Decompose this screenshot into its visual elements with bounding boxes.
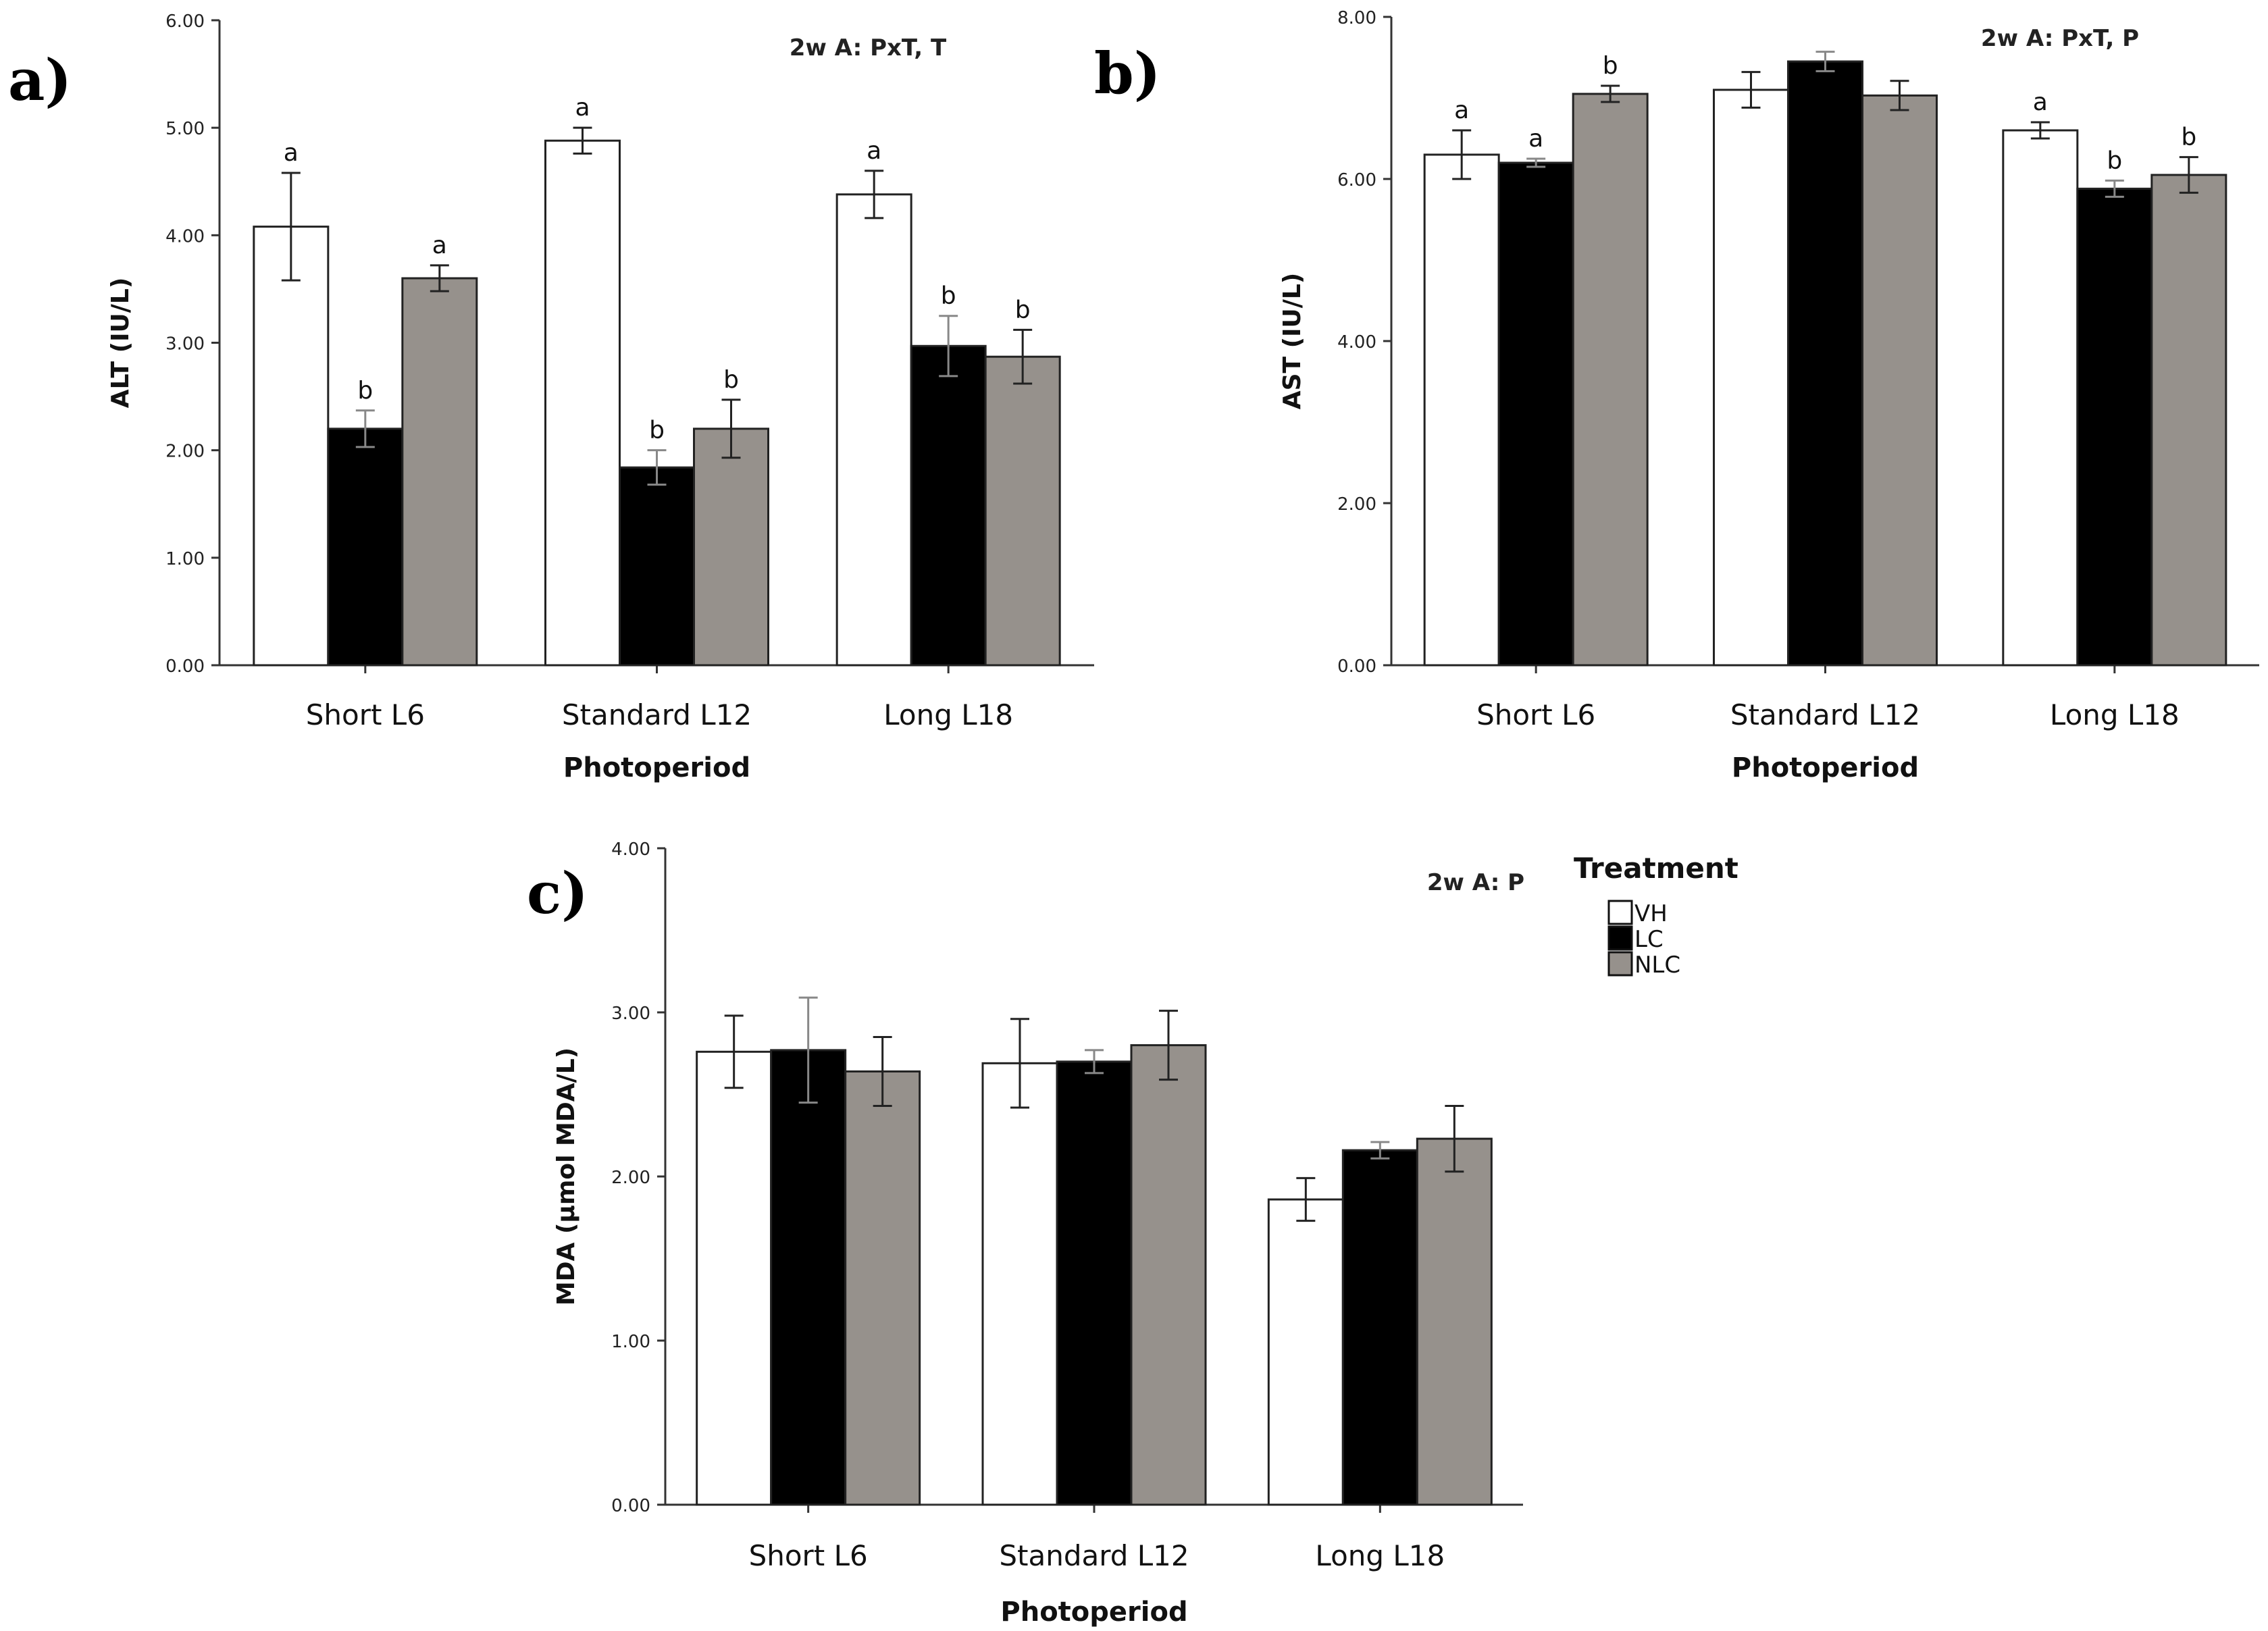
bar-nlc-standard-l12 xyxy=(693,428,769,667)
bar-vh-standard-l12 xyxy=(544,139,621,667)
y-tick-label: 2.00 xyxy=(165,442,205,462)
y-tick-label: 6.00 xyxy=(165,11,205,32)
sig-letter-nlc-standard-l12: b xyxy=(723,366,739,394)
y-tick-label: 5.00 xyxy=(165,119,205,139)
sig-letter-nlc-short-l6: a xyxy=(432,232,447,259)
sig-letter-vh-short-l6: a xyxy=(1454,97,1469,124)
sig-letter-nlc-long-l18: b xyxy=(2181,124,2196,151)
bar-vh-long-l18 xyxy=(2002,129,2079,667)
bar-lc-long-l18 xyxy=(910,344,987,667)
legend-swatch-lc xyxy=(1607,925,1633,951)
bar-lc-long-l18 xyxy=(1341,1149,1418,1506)
panel-label-c: c) xyxy=(527,860,588,927)
sig-letter-vh-short-l6: a xyxy=(284,139,299,167)
bar-nlc-short-l6 xyxy=(1572,93,1649,667)
sig-letter-vh-long-l18: a xyxy=(867,137,881,165)
sig-letter-nlc-short-l6: b xyxy=(1603,52,1618,80)
x-tick-label-short-l6: Short L6 xyxy=(306,698,425,731)
legend-label-nlc: NLC xyxy=(1634,952,1680,979)
bar-nlc-long-l18 xyxy=(2150,174,2227,667)
panel-label-b: b) xyxy=(1094,40,1160,107)
y-tick-label: 0.00 xyxy=(165,656,205,677)
y-tick-label: 0.00 xyxy=(611,1496,650,1516)
chart-ast: 0.00 2.00 4.00 6.00 8.00 AST (IU/L) Photoperio… xyxy=(1279,8,2259,783)
x-tick-label-standard-l12: Standard L12 xyxy=(999,1539,1189,1572)
sig-letter-lc-short-l6: a xyxy=(1528,125,1543,153)
bar-vh-long-l18 xyxy=(835,193,912,667)
bar-vh-standard-l12 xyxy=(1713,88,1789,667)
sig-letter-vh-long-l18: a xyxy=(2033,88,2048,116)
bar-lc-standard-l12 xyxy=(619,466,695,667)
legend-label-lc: LC xyxy=(1634,926,1664,953)
x-tick-label-long-l18: Long L18 xyxy=(883,698,1013,731)
legend-title: Treatment xyxy=(1574,852,1738,885)
y-axis-title: MDA (μmol MDA/L) xyxy=(552,1047,580,1305)
y-tick-label: 2.00 xyxy=(611,1168,650,1188)
sig-letter-nlc-long-l18: b xyxy=(1015,296,1031,323)
x-tick-label-short-l6: Short L6 xyxy=(749,1539,868,1572)
x-tick-label-standard-l12: Standard L12 xyxy=(1730,698,1920,731)
bar-vh-short-l6 xyxy=(253,226,330,667)
y-tick-label: 2.00 xyxy=(1337,494,1376,515)
x-axis-title: Photoperiod xyxy=(1000,1597,1187,1628)
y-tick-label: 4.00 xyxy=(611,839,650,860)
sig-letter-lc-standard-l12: b xyxy=(649,417,665,444)
bar-lc-short-l6 xyxy=(1497,161,1574,667)
bar-lc-standard-l12 xyxy=(1056,1060,1133,1506)
y-tick-label: 4.00 xyxy=(165,226,205,247)
legend-swatch-nlc xyxy=(1607,951,1633,977)
y-axis-title: ALT (IU/L) xyxy=(107,278,134,409)
bar-lc-long-l18 xyxy=(2076,187,2153,667)
x-tick-label-long-l18: Long L18 xyxy=(1315,1539,1445,1572)
y-tick-label: 8.00 xyxy=(1337,8,1376,28)
bar-nlc-long-l18 xyxy=(1416,1137,1493,1506)
sig-letter-lc-long-l18: b xyxy=(941,282,956,310)
chart-alt: 0.00 1.00 2.00 3.00 4.00 5.00 6.00 ALT (IU/L) Ph… xyxy=(107,11,1094,783)
y-tick-label: 3.00 xyxy=(165,334,205,355)
x-tick-label-long-l18: Long L18 xyxy=(2050,698,2180,731)
y-tick-label: 4.00 xyxy=(1337,332,1376,353)
y-tick-label: 1.00 xyxy=(165,549,205,569)
chart-annotation: 2w A: P xyxy=(1427,869,1524,896)
bar-nlc-long-l18 xyxy=(984,355,1061,667)
chart-annotation: 2w A: PxT, P xyxy=(1981,25,2139,52)
bar-vh-short-l6 xyxy=(1423,153,1500,667)
bar-nlc-short-l6 xyxy=(401,277,478,667)
bar-vh-standard-l12 xyxy=(981,1062,1058,1506)
sig-letter-lc-long-l18: b xyxy=(2107,147,2122,174)
bar-nlc-standard-l12 xyxy=(1861,94,1938,667)
legend-swatch-vh xyxy=(1607,900,1633,925)
bar-lc-standard-l12 xyxy=(1787,60,1863,667)
y-tick-label: 1.00 xyxy=(611,1332,650,1352)
y-tick-label: 6.00 xyxy=(1337,170,1376,190)
x-tick-label-short-l6: Short L6 xyxy=(1476,698,1595,731)
bar-nlc-short-l6 xyxy=(844,1070,921,1506)
bar-vh-long-l18 xyxy=(1267,1198,1344,1506)
chart-annotation: 2w A: PxT, T xyxy=(790,34,947,61)
y-tick-label: 0.00 xyxy=(1337,656,1376,677)
sig-letter-vh-standard-l12: a xyxy=(575,94,590,122)
bar-lc-short-l6 xyxy=(327,428,404,667)
legend-label-vh: VH xyxy=(1634,900,1668,927)
x-tick-label-standard-l12: Standard L12 xyxy=(562,698,752,731)
bar-lc-short-l6 xyxy=(770,1049,847,1506)
x-axis-title: Photoperiod xyxy=(1732,752,1919,783)
y-tick-label: 3.00 xyxy=(611,1004,650,1024)
x-axis-title: Photoperiod xyxy=(563,752,750,783)
bar-nlc-standard-l12 xyxy=(1130,1044,1207,1506)
y-axis-title: AST (IU/L) xyxy=(1279,273,1306,410)
panel-label-a: a) xyxy=(8,47,72,113)
bar-vh-short-l6 xyxy=(696,1050,773,1506)
legend: Treatment VH LC NLC xyxy=(1574,852,1738,979)
chart-mda: 0.00 1.00 2.00 3.00 4.00 MDA (μmol MDA/L) Phot… xyxy=(552,839,1524,1628)
sig-letter-lc-short-l6: b xyxy=(357,377,373,405)
